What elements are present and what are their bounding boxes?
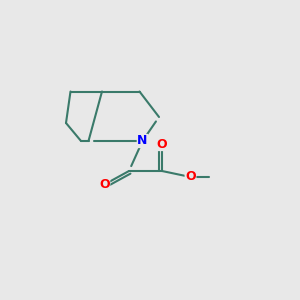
Text: O: O [157, 137, 167, 151]
Text: O: O [185, 170, 196, 184]
Text: O: O [99, 178, 110, 191]
Text: N: N [137, 134, 148, 148]
